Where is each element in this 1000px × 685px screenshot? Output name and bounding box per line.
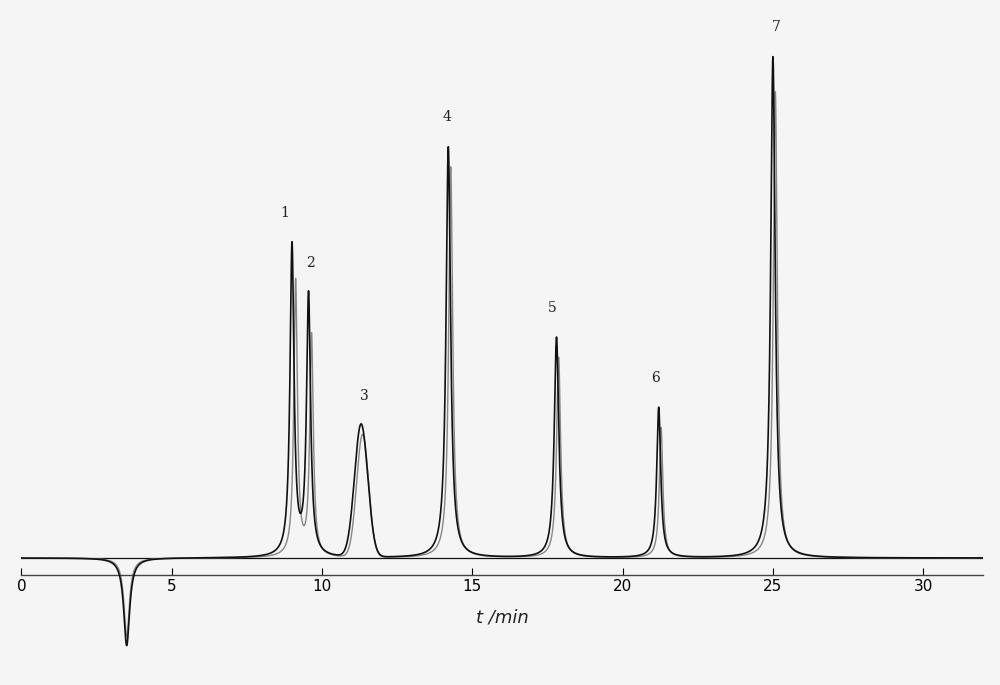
Text: 2: 2 [307,256,315,270]
X-axis label: t /min: t /min [476,608,529,626]
Text: 7: 7 [771,21,780,34]
Text: 6: 6 [651,371,660,385]
Text: 5: 5 [548,301,556,315]
Text: 1: 1 [280,206,289,220]
Text: 4: 4 [442,110,451,125]
Text: 3: 3 [360,388,369,403]
